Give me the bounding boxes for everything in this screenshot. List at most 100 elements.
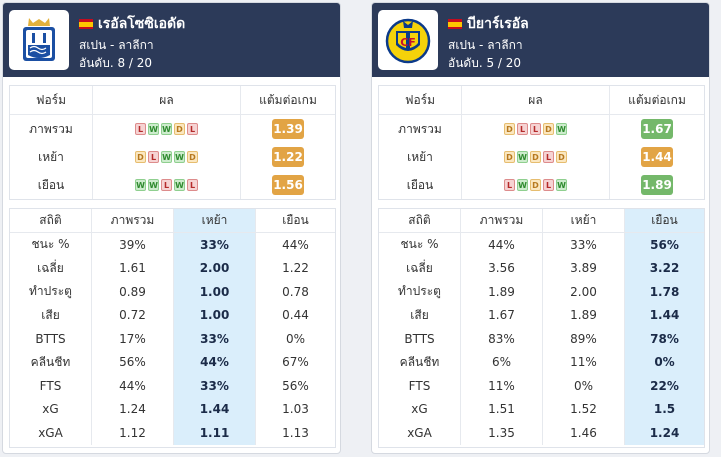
stat-value: 33%: [174, 374, 256, 398]
result-badge[interactable]: W: [556, 179, 567, 191]
result-badge[interactable]: L: [148, 151, 159, 163]
villarreal-crest-icon[interactable]: CF: [378, 10, 438, 70]
stat-value: 0.44: [282, 308, 309, 323]
result-badge[interactable]: W: [135, 179, 146, 191]
stats-table: สถิติ ภาพรวม เหย้า เยือน ชนะ % 44% 33% 56% เ…: [378, 208, 705, 448]
stat-label: FTS: [10, 374, 92, 398]
stat-value: 11%: [543, 350, 625, 374]
stat-value: 44%: [92, 374, 174, 398]
ppg-badge: 1.89: [641, 175, 673, 195]
spain-flag-icon: [448, 19, 462, 29]
result-header: ผล: [462, 86, 610, 114]
real-sociedad-crest-icon[interactable]: [9, 10, 69, 70]
stat-value: 44%: [282, 237, 309, 252]
stat-value: 3.56: [461, 256, 543, 280]
form-row-label: เหย้า: [379, 143, 462, 171]
stat-label: BTTS: [10, 327, 92, 351]
stat-label: xG: [379, 397, 461, 421]
result-badge[interactable]: L: [187, 123, 198, 135]
result-badge[interactable]: D: [556, 151, 567, 163]
stat-value: 78%: [625, 327, 704, 351]
stat-value: 56%: [282, 378, 309, 393]
stat-label: ชนะ %: [379, 233, 461, 257]
result-badge[interactable]: D: [174, 123, 185, 135]
spain-flag-icon: [79, 19, 93, 29]
stat-value: 1.78: [625, 280, 704, 304]
stat-label: เฉลี่ย: [10, 256, 92, 280]
stat-value: 1.03: [282, 402, 309, 417]
stat-row: xGA 1.12 1.11 1.13: [10, 421, 335, 445]
result-badge[interactable]: W: [556, 123, 567, 135]
result-badge[interactable]: L: [530, 123, 541, 135]
stat-row: คลีนชีท 56% 44% 67%: [10, 350, 335, 374]
result-badge[interactable]: W: [517, 151, 528, 163]
result-badge[interactable]: W: [148, 123, 159, 135]
league-rank: อันดับ. 5 / 20: [448, 56, 522, 70]
result-badge[interactable]: D: [135, 151, 146, 163]
result-badge[interactable]: D: [530, 151, 541, 163]
stat-value: 1.35: [461, 421, 543, 445]
stat-row: FTS 11% 0% 22%: [379, 374, 704, 398]
svg-text:CF: CF: [400, 36, 416, 49]
ppg-badge: 1.67: [641, 119, 673, 139]
result-badge[interactable]: L: [517, 123, 528, 135]
form-row-label: ภาพรวม: [379, 115, 462, 143]
stat-label: เฉลี่ย: [379, 256, 461, 280]
ppg-badge: 1.56: [272, 175, 304, 195]
stat-label: xGA: [10, 421, 92, 445]
stat-value: 2.00: [174, 256, 256, 280]
stat-value: 39%: [92, 233, 174, 257]
stat-row: xGA 1.35 1.46 1.24: [379, 421, 704, 445]
stat-value: 2.00: [543, 280, 625, 304]
result-badge[interactable]: W: [161, 123, 172, 135]
form-header: ฟอร์ม: [10, 86, 93, 114]
stat-value: 44%: [174, 350, 256, 374]
stat-row: ทำประตู 0.89 1.00 0.78: [10, 280, 335, 304]
stat-row: xG 1.24 1.44 1.03: [10, 397, 335, 421]
stat-row: xG 1.51 1.52 1.5: [379, 397, 704, 421]
result-badge[interactable]: W: [174, 179, 185, 191]
team-name[interactable]: เรอัลโซซิเอดัด: [98, 16, 186, 32]
stat-value: 1.22: [282, 261, 309, 276]
form-row-label: เยือน: [10, 171, 93, 199]
result-badge[interactable]: L: [504, 179, 515, 191]
league-name: สเปน - ลาลีกา: [448, 38, 523, 52]
result-badge[interactable]: L: [543, 151, 554, 163]
stat-value: 0.89: [92, 280, 174, 304]
form-header: ฟอร์ม: [379, 86, 462, 114]
result-badge[interactable]: W: [148, 179, 159, 191]
result-badge[interactable]: W: [174, 151, 185, 163]
form-row-label: เหย้า: [10, 143, 93, 171]
form-row-label: เยือน: [379, 171, 462, 199]
stat-row: BTTS 17% 33% 0%: [10, 327, 335, 351]
result-badge[interactable]: L: [543, 179, 554, 191]
form-row: เหย้า D W D L D 1.44: [379, 143, 704, 171]
team-header: เรอัลโซซิเอดัด สเปน - ลาลีกา อันดับ. 8 /…: [3, 3, 340, 77]
away-header: เยือน: [625, 209, 704, 232]
stat-value: 1.11: [174, 421, 256, 445]
result-badge[interactable]: L: [187, 179, 198, 191]
result-badge[interactable]: D: [504, 151, 515, 163]
stat-value: 33%: [174, 327, 256, 351]
team-name[interactable]: บียาร์เรอัล: [467, 16, 529, 32]
stat-value: 0%: [543, 374, 625, 398]
stat-row: FTS 44% 33% 56%: [10, 374, 335, 398]
stat-value: 1.52: [543, 397, 625, 421]
result-badge[interactable]: W: [161, 151, 172, 163]
result-badge[interactable]: D: [187, 151, 198, 163]
form-row: เยือน W W L W L 1.56: [10, 171, 335, 199]
result-badge[interactable]: D: [543, 123, 554, 135]
result-badge[interactable]: W: [517, 179, 528, 191]
result-badge[interactable]: D: [504, 123, 515, 135]
team-card-villarreal: CF บียาร์เรอัล สเปน - ลาลีกา อันดับ. 5 /…: [371, 2, 710, 454]
stat-value: 1.46: [543, 421, 625, 445]
stat-value: 83%: [461, 327, 543, 351]
result-badge[interactable]: L: [135, 123, 146, 135]
stat-value: 1.89: [543, 303, 625, 327]
form-table: ฟอร์ม ผล แต้มต่อเกม ภาพรวม L W W D L 1.39 เหย้า…: [9, 85, 336, 200]
team-header: CF บียาร์เรอัล สเปน - ลาลีกา อันดับ. 5 /…: [372, 3, 709, 77]
result-badge[interactable]: D: [530, 179, 541, 191]
result-badge[interactable]: L: [161, 179, 172, 191]
ppg-badge: 1.22: [272, 147, 304, 167]
